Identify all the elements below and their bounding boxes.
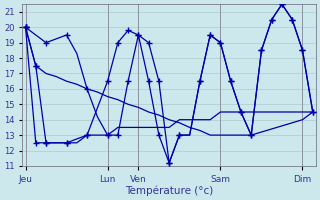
X-axis label: Température (°c): Température (°c) [125,185,213,196]
